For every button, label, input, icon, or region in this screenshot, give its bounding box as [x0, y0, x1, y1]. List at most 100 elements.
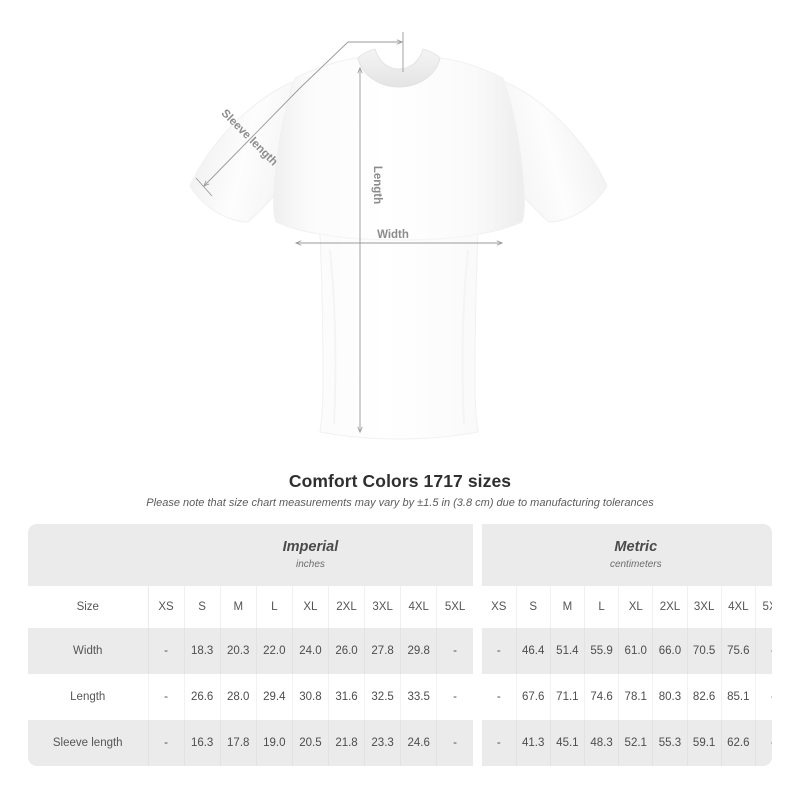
cell-imperial-sleeve-length-3xl: 23.3 — [364, 720, 402, 766]
cell-metric-length-xs: - — [481, 674, 517, 720]
cell-imperial-sleeve-length-4xl: 24.6 — [400, 720, 438, 766]
unit-banner-metric: Metric centimeters — [481, 524, 772, 586]
size-header-imperial-l: L — [256, 586, 293, 628]
tshirt-diagram: Sleeve length Length Width — [189, 32, 608, 440]
cell-imperial-length-xs: - — [148, 674, 185, 720]
cell-metric-sleeve-length-m: 45.1 — [550, 720, 585, 766]
page-title: Comfort Colors 1717 sizes — [288, 471, 512, 491]
cell-metric-length-3xl: 82.6 — [687, 674, 722, 720]
cell-imperial-width-xs: - — [148, 628, 185, 674]
row-gap — [472, 720, 482, 766]
cell-metric-length-l: 74.6 — [584, 674, 620, 720]
size-header-metric-xs: XS — [481, 586, 517, 628]
cell-imperial-width-5xl: - — [436, 628, 473, 674]
cell-metric-width-l: 55.9 — [584, 628, 620, 674]
cell-metric-sleeve-length-xs: - — [481, 720, 517, 766]
cell-imperial-length-2xl: 31.6 — [328, 674, 366, 720]
cell-metric-sleeve-length-5xl: - — [755, 720, 772, 766]
table-row: Sleeve length -16.3 17.8 19.0 20.5 21.8 23.3 24… — [28, 720, 772, 766]
cell-metric-sleeve-length-l: 48.3 — [584, 720, 620, 766]
cell-imperial-width-4xl: 29.8 — [400, 628, 438, 674]
cell-imperial-sleeve-length-xl: 20.5 — [292, 720, 329, 766]
cell-metric-width-m: 51.4 — [550, 628, 585, 674]
size-chart-table: Imperial inches Metric centimeters Size XS S M L… — [28, 524, 772, 766]
cell-imperial-length-xl: 30.8 — [292, 674, 329, 720]
size-header-metric-4xl: 4XL — [721, 586, 756, 628]
size-header-imperial-s: S — [184, 586, 221, 628]
cell-metric-width-xl: 61.0 — [618, 628, 654, 674]
cell-metric-width-s: 46.4 — [516, 628, 551, 674]
cell-metric-width-4xl: 75.6 — [721, 628, 756, 674]
tshirt-illustration: Sleeve length Length Width — [189, 32, 608, 440]
length-annotation: Length — [357, 66, 383, 434]
cell-imperial-sleeve-length-m: 17.8 — [220, 720, 257, 766]
cell-imperial-length-4xl: 33.5 — [400, 674, 438, 720]
cell-metric-width-5xl: - — [755, 628, 772, 674]
cell-metric-sleeve-length-3xl: 59.1 — [687, 720, 722, 766]
size-header-imperial-4xl: 4XL — [400, 586, 438, 628]
cell-imperial-width-2xl: 26.0 — [328, 628, 366, 674]
cell-metric-sleeve-length-xl: 52.1 — [618, 720, 654, 766]
size-column-header: Size — [28, 586, 149, 628]
cell-imperial-length-5xl: - — [436, 674, 473, 720]
size-header-gap — [472, 586, 482, 628]
size-header-imperial-3xl: 3XL — [364, 586, 402, 628]
cell-imperial-sleeve-length-5xl: - — [436, 720, 473, 766]
width-annotation: Width — [294, 229, 504, 246]
sleeve-length-end-tick — [195, 177, 213, 197]
cell-imperial-width-s: 18.3 — [184, 628, 221, 674]
cell-metric-width-2xl: 66.0 — [652, 628, 688, 674]
size-header-row: Size XS S M L XL 2XL 3XL 4XL 5XL XS S M L XL 2XL 3XL 4XL 5… — [28, 586, 772, 628]
row-label-sleeve-length: Sleeve length — [28, 720, 149, 766]
cell-metric-length-m: 71.1 — [550, 674, 585, 720]
shoulder-point-leader — [360, 32, 404, 72]
chart-heading: Comfort Colors 1717 sizes Please note th… — [0, 470, 800, 512]
cell-metric-length-xl: 78.1 — [618, 674, 654, 720]
cell-imperial-width-xl: 24.0 — [292, 628, 329, 674]
cell-imperial-sleeve-length-2xl: 21.8 — [328, 720, 366, 766]
row-gap — [472, 674, 482, 720]
size-header-metric-5xl: 5XL — [755, 586, 772, 628]
unit-subtitle: centimeters — [609, 558, 662, 570]
cell-imperial-sleeve-length-l: 19.0 — [256, 720, 293, 766]
unit-banner-spacer — [28, 524, 148, 586]
row-label-width: Width — [28, 628, 149, 674]
unit-name: Imperial — [282, 539, 339, 556]
table-row: Width -18.3 20.3 22.0 24.0 26.0 27.8 29.8- -46.4… — [28, 628, 772, 674]
cell-imperial-length-m: 28.0 — [220, 674, 257, 720]
table-row: Length -26.6 28.0 29.4 30.8 31.6 32.5 33.5- -67.… — [28, 674, 772, 720]
cell-metric-length-4xl: 85.1 — [721, 674, 756, 720]
cell-imperial-sleeve-length-s: 16.3 — [184, 720, 221, 766]
cell-imperial-sleeve-length-xs: - — [148, 720, 185, 766]
cell-metric-sleeve-length-2xl: 55.3 — [652, 720, 688, 766]
size-header-metric-xl: XL — [618, 586, 654, 628]
size-header-metric-l: L — [584, 586, 620, 628]
row-gap — [472, 628, 482, 674]
unit-banner-row: Imperial inches Metric centimeters — [28, 524, 772, 586]
cell-metric-width-xs: - — [481, 628, 517, 674]
cell-metric-length-s: 67.6 — [516, 674, 551, 720]
shirt-shape — [189, 48, 608, 440]
unit-subtitle: inches — [296, 558, 325, 570]
cell-imperial-width-m: 20.3 — [220, 628, 257, 674]
size-header-metric-s: S — [516, 586, 551, 628]
cell-metric-length-5xl: - — [755, 674, 772, 720]
unit-banner-imperial: Imperial inches — [148, 524, 473, 586]
size-header-imperial-2xl: 2XL — [328, 586, 366, 628]
size-header-imperial-xl: XL — [292, 586, 329, 628]
row-label-length: Length — [28, 674, 149, 720]
cell-imperial-length-s: 26.6 — [184, 674, 221, 720]
cell-imperial-length-3xl: 32.5 — [364, 674, 402, 720]
cell-imperial-width-l: 22.0 — [256, 628, 293, 674]
length-label: Length — [371, 166, 383, 204]
size-header-imperial-5xl: 5XL — [436, 586, 473, 628]
size-header-imperial-m: M — [220, 586, 257, 628]
size-header-metric-2xl: 2XL — [652, 586, 688, 628]
unit-name: Metric — [614, 539, 658, 556]
cell-metric-length-2xl: 80.3 — [652, 674, 688, 720]
cell-imperial-length-l: 29.4 — [256, 674, 293, 720]
tolerance-note: Please note that size chart measurements… — [146, 497, 654, 509]
unit-banner-gap — [472, 524, 482, 586]
size-header-metric-m: M — [550, 586, 585, 628]
width-label: Width — [377, 229, 409, 241]
